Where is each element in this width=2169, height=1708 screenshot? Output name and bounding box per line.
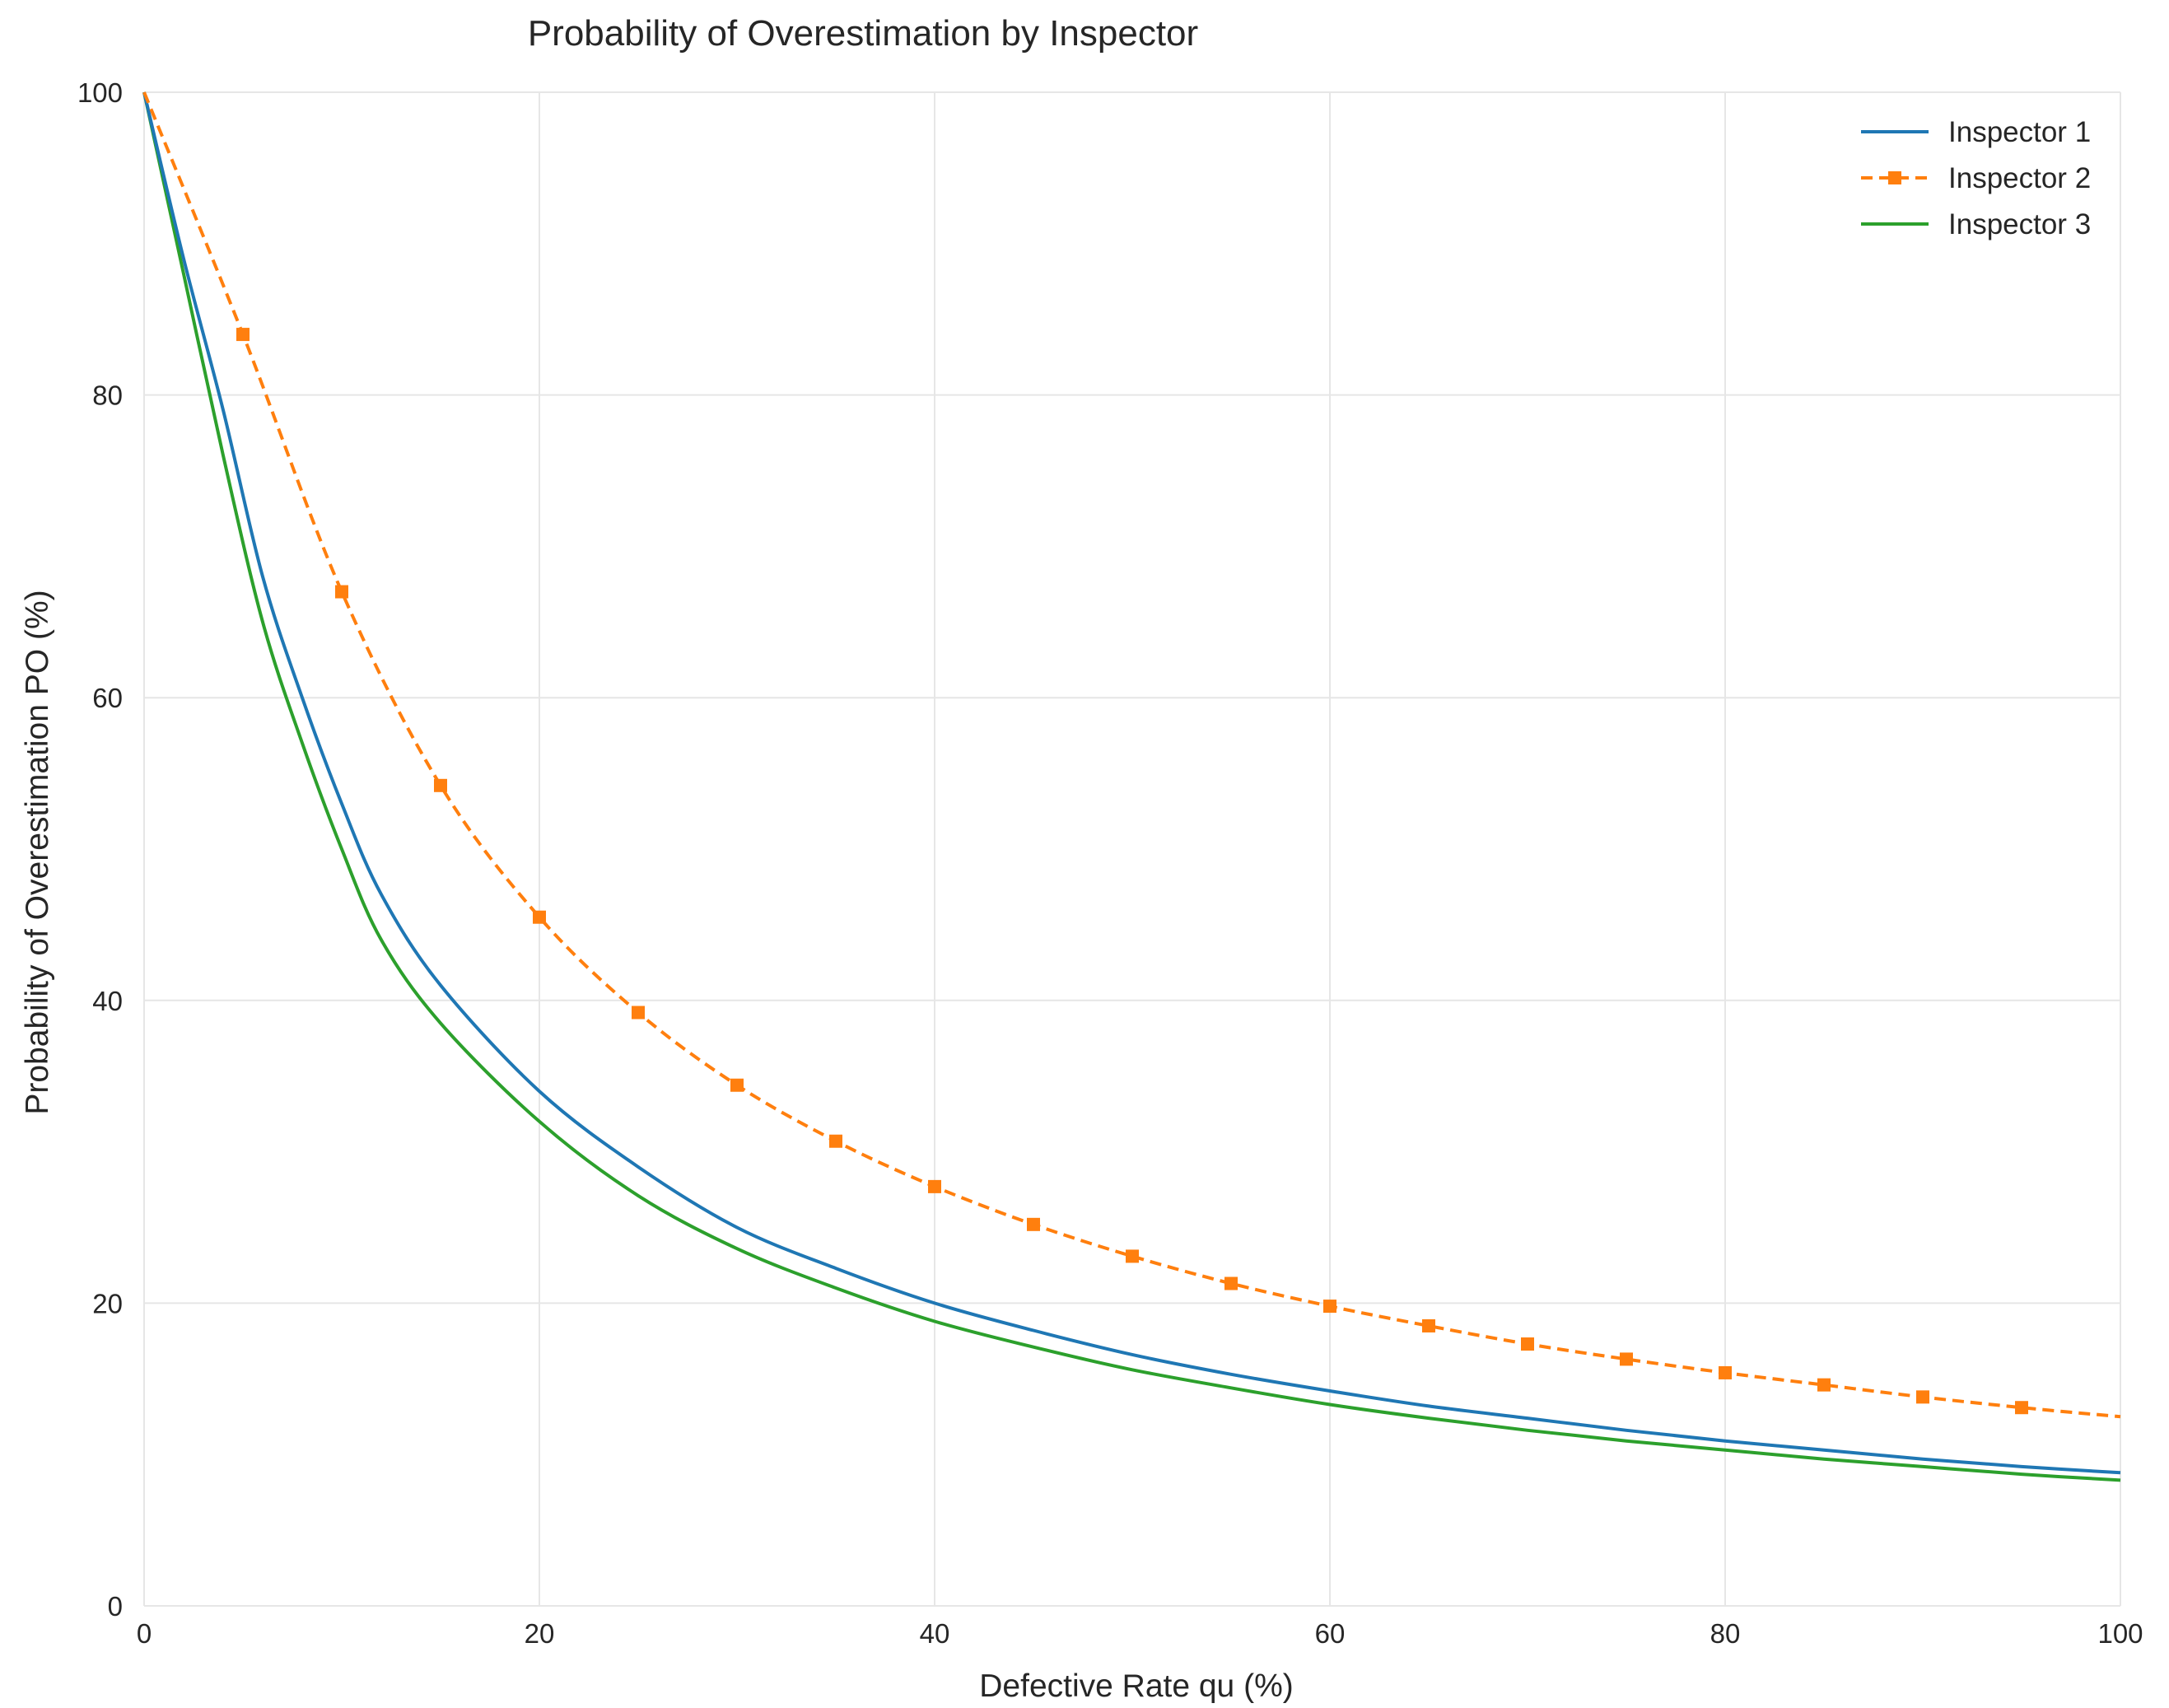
marker-inspector-2: [1422, 1318, 1435, 1332]
x-tick-label: 80: [1710, 1618, 1741, 1649]
marker-inspector-2: [1521, 1337, 1534, 1351]
marker-inspector-2: [2015, 1401, 2028, 1415]
x-tick-label: 20: [525, 1618, 555, 1649]
x-tick-label: 60: [1315, 1618, 1346, 1649]
legend-label-inspector-1: Inspector 1: [1948, 116, 2091, 148]
marker-inspector-2: [1126, 1249, 1139, 1263]
marker-inspector-2: [1224, 1276, 1238, 1290]
y-tick-label: 100: [77, 77, 123, 108]
y-tick-label: 0: [108, 1591, 123, 1622]
y-axis-label: Probability of Overestimation PO (%): [20, 590, 55, 1114]
series-line-inspector-3: [142, 91, 2121, 1482]
legend-label-inspector-2: Inspector 2: [1948, 162, 2091, 194]
marker-inspector-2: [1719, 1365, 1732, 1379]
marker-inspector-2: [928, 1179, 941, 1193]
x-axis-label: Defective Rate qu (%): [979, 1668, 1294, 1704]
marker-inspector-2: [533, 910, 546, 924]
marker-inspector-2: [236, 328, 250, 342]
y-tick-label: 80: [92, 380, 123, 411]
x-tick-label: 40: [920, 1618, 950, 1649]
legend-label-inspector-3: Inspector 3: [1948, 208, 2091, 240]
marker-inspector-2: [434, 778, 447, 792]
series-line-inspector-2: [142, 91, 2121, 1419]
grid: [143, 91, 2121, 1607]
axes: 0 20 40 60 80 100 0 20 40 60 80 100: [77, 77, 2143, 1649]
x-tick-label: 0: [137, 1618, 152, 1649]
marker-inspector-2: [1817, 1378, 1831, 1392]
legend-marker-inspector-2: [1888, 171, 1901, 184]
x-tick-label: 100: [2097, 1618, 2143, 1649]
marker-inspector-2: [829, 1134, 842, 1148]
y-tick-label: 40: [92, 986, 123, 1016]
series-lines: [142, 91, 2121, 1482]
marker-inspector-2: [1027, 1217, 1040, 1231]
marker-inspector-2: [335, 585, 348, 599]
marker-inspector-2: [1620, 1352, 1633, 1366]
marker-inspector-2: [1323, 1300, 1336, 1314]
series-line-inspector-1: [142, 91, 2121, 1475]
legend: Inspector 1 Inspector 2 Inspector 3: [1861, 116, 2091, 240]
marker-inspector-2: [632, 1006, 645, 1020]
y-tick-label: 20: [92, 1288, 123, 1318]
y-tick-label: 60: [92, 683, 123, 713]
marker-inspector-2: [1916, 1390, 1929, 1404]
marker-inspector-2: [730, 1078, 744, 1092]
chart-title: Probability of Overestimation by Inspect…: [528, 13, 1198, 54]
